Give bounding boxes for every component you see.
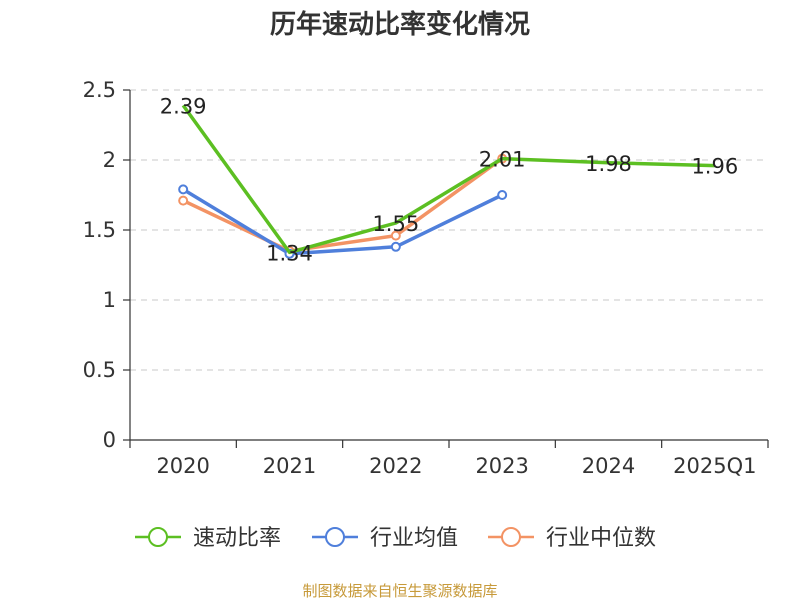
x-tick-label: 2025Q1 (673, 454, 756, 478)
legend-marker (501, 527, 521, 547)
legend-label: 速动比率 (193, 526, 281, 551)
data-point[interactable] (178, 195, 189, 206)
legend-marker (148, 527, 168, 547)
x-tick-label: 2021 (263, 454, 316, 478)
x-tick-label: 2022 (369, 454, 422, 478)
source-note: 制图数据来自恒生聚源数据库 (302, 582, 497, 600)
legend-marker (325, 527, 345, 547)
data-point[interactable] (390, 241, 401, 252)
series-line-2 (182, 187, 503, 256)
y-tick-label: 1 (103, 288, 116, 312)
x-tick-label: 2023 (475, 454, 528, 478)
y-tick-label: 2 (103, 148, 116, 172)
data-point[interactable] (178, 184, 189, 195)
y-tick-label: 0 (103, 428, 116, 452)
legend[interactable]: 速动比率 行业均值 行业中位数 (135, 526, 656, 551)
legend-item-3[interactable]: 行业中位数 (488, 526, 656, 551)
y-tick-label: 0.5 (83, 358, 116, 382)
legend-label: 行业均值 (370, 526, 458, 551)
legend-item-1[interactable]: 速动比率 (135, 526, 281, 551)
y-tick-label: 2.5 (83, 78, 116, 102)
legend-label: 行业中位数 (546, 526, 656, 551)
data-label: 1.34 (266, 241, 313, 265)
series-group (178, 104, 715, 259)
x-tick-label: 2024 (582, 454, 635, 478)
grid-lines (130, 89, 768, 371)
data-labels: 2.39 1.34 1.55 2.01 1.98 1.96 (160, 94, 738, 265)
data-label: 1.55 (372, 212, 419, 236)
data-label: 1.96 (691, 155, 738, 179)
x-tick-label: 2020 (156, 454, 209, 478)
legend-item-2[interactable]: 行业均值 (312, 526, 458, 551)
data-point[interactable] (390, 230, 401, 241)
y-tick-label: 1.5 (83, 218, 116, 242)
data-label: 2.39 (160, 94, 207, 118)
data-label: 1.98 (585, 152, 632, 176)
axes: 0 0.5 1 1.5 2 2.5 2020 2021 2022 2023 2024 2025Q1 (83, 78, 769, 478)
chart-title: 历年速动比率变化情况 (270, 9, 530, 40)
series-line-3 (182, 157, 504, 253)
data-label: 2.01 (479, 148, 526, 172)
data-point[interactable] (497, 190, 508, 200)
series-line-1 (181, 104, 715, 255)
